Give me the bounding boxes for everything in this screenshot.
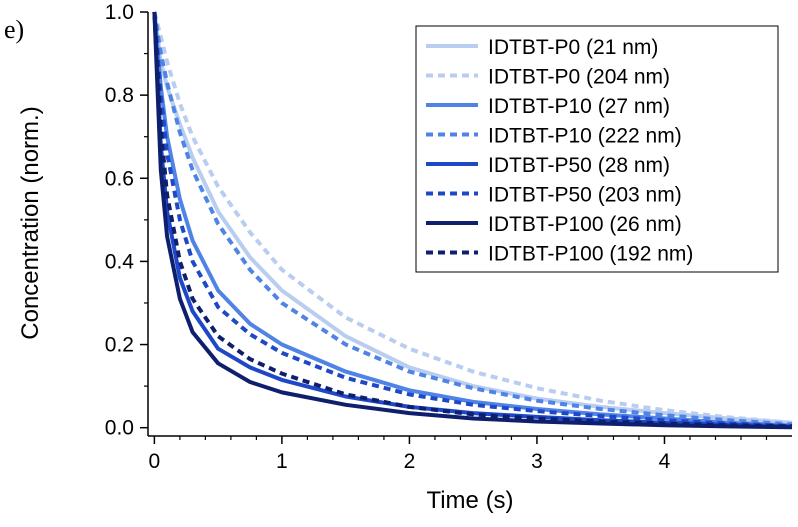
panel-label: e) [4, 15, 24, 44]
x-tick-label: 2 [404, 450, 416, 473]
axes: 0.0 0.2 0.4 0.6 0.8 1.0 0 1 2 3 4 [105, 1, 792, 473]
series-line-3 [152, 11, 793, 428]
x-tick-label: 1 [276, 450, 288, 473]
legend: IDTBT-P0 (21 nm) IDTBT-P0 (204 nm) IDTBT-P… [415, 25, 779, 273]
legend-label-3: IDTBT-P10 (27 nm) [488, 95, 670, 118]
series-line-7 [152, 11, 793, 430]
y-tick-label: 0.4 [105, 250, 135, 273]
series-line-1 [152, 11, 793, 425]
y-tick-label: 0.6 [105, 167, 134, 190]
plot-area [152, 11, 793, 430]
y-tick-label: 0.8 [105, 84, 134, 107]
x-tick-label: 3 [531, 450, 543, 473]
legend-label-6: IDTBT-P50 (203 nm) [488, 184, 682, 207]
legend-box [415, 25, 779, 273]
x-tick-label: 0 [149, 450, 161, 473]
x-tick-label: 4 [659, 450, 671, 473]
y-tick-label: 1.0 [105, 1, 134, 24]
legend-label-4: IDTBT-P10 (222 nm) [488, 125, 682, 148]
y-tick-label: 0.0 [105, 417, 134, 440]
legend-label-1: IDTBT-P0 (21 nm) [488, 36, 658, 59]
legend-label-5: IDTBT-P50 (28 nm) [488, 154, 670, 177]
series-line-5 [152, 11, 793, 429]
y-axis-title: Concentration (norm.) [17, 106, 44, 339]
series-line-4 [152, 11, 793, 427]
y-tick-label: 0.2 [105, 334, 134, 357]
legend-label-7: IDTBT-P100 (26 nm) [488, 213, 682, 236]
series-line-8 [152, 11, 793, 429]
legend-label-8: IDTBT-P100 (192 nm) [488, 243, 693, 266]
x-axis-title: Time (s) [426, 487, 513, 514]
series-line-2 [152, 11, 793, 425]
legend-label-2: IDTBT-P0 (204 nm) [488, 66, 670, 89]
